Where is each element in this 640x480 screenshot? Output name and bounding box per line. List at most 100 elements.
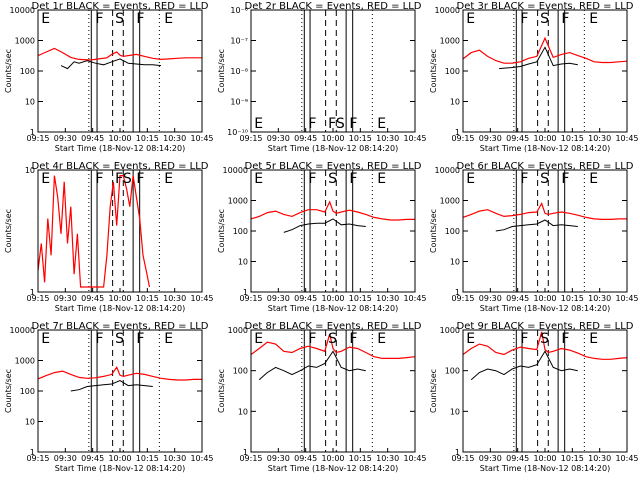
events-series-line bbox=[499, 46, 578, 70]
x-tick-label: 09:15 bbox=[451, 294, 474, 303]
interval-marker-label: F bbox=[520, 11, 528, 27]
interval-marker-label: FS bbox=[115, 171, 132, 187]
interval-marker-label: F bbox=[520, 171, 528, 187]
interval-marker-label: F bbox=[308, 331, 316, 347]
x-tick-label: 10:45 bbox=[403, 294, 426, 303]
x-tick-label: 10:00 bbox=[108, 134, 131, 143]
interval-marker-label: F bbox=[136, 331, 144, 347]
interval-marker-label: E bbox=[41, 11, 50, 27]
interval-marker-label: E bbox=[377, 171, 386, 187]
interval-marker-label: S bbox=[115, 11, 124, 27]
x-tick-label: 10:00 bbox=[321, 294, 344, 303]
interval-marker-label: S bbox=[540, 11, 549, 27]
lld-series-line bbox=[463, 202, 627, 220]
y-tick-label: 10 bbox=[450, 258, 460, 267]
x-tick-label: 09:45 bbox=[506, 134, 529, 143]
interval-marker-label: F bbox=[561, 171, 569, 187]
x-tick-label: 10:30 bbox=[163, 134, 186, 143]
x-tick-label: 10:15 bbox=[349, 454, 372, 463]
interval-marker-label: E bbox=[164, 11, 173, 27]
plot-frame bbox=[250, 9, 416, 133]
y-tick-label: 100 bbox=[20, 67, 35, 76]
y-tick-label: 10⁻⁶ bbox=[230, 6, 248, 15]
lld-series-line bbox=[38, 47, 202, 61]
x-tick-label: 10:45 bbox=[615, 134, 638, 143]
interval-marker-label: FS bbox=[328, 116, 345, 132]
x-tick-label: 10:00 bbox=[321, 454, 344, 463]
interval-marker-label: E bbox=[41, 171, 50, 187]
x-tick-label: 10:45 bbox=[403, 454, 426, 463]
x-axis-label: Start Time (18-Nov-12 08:14:20) bbox=[55, 144, 185, 153]
plot-frame bbox=[37, 169, 203, 293]
y-tick-label: 1 bbox=[455, 448, 460, 457]
chart-title: Det 5r BLACK = Events, RED = LLD bbox=[245, 161, 422, 172]
interval-marker-label: E bbox=[164, 171, 173, 187]
x-tick-label: 09:30 bbox=[54, 294, 77, 303]
interval-marker-label: E bbox=[254, 171, 263, 187]
lld-series-line bbox=[251, 200, 415, 221]
chart-title: Det 2r BLACK = Events, RED = LLD bbox=[245, 1, 422, 12]
y-tick-label: 10000 bbox=[435, 166, 460, 175]
interval-marker-label: F bbox=[95, 331, 103, 347]
lld-series-line bbox=[463, 36, 627, 64]
interval-marker-label: F bbox=[561, 331, 569, 347]
y-axis-label: Counts/sec bbox=[217, 209, 226, 253]
interval-marker-label: S bbox=[540, 331, 549, 347]
y-axis-label: Counts/sec bbox=[4, 209, 13, 253]
x-axis-label: Start Time (18-Nov-12 08:14:20) bbox=[55, 464, 185, 473]
x-tick-label: 09:15 bbox=[239, 294, 262, 303]
plot-frame bbox=[37, 9, 203, 133]
x-tick-label: 09:15 bbox=[451, 134, 474, 143]
x-tick-label: 10:00 bbox=[321, 134, 344, 143]
interval-marker-label: E bbox=[41, 331, 50, 347]
x-tick-label: 10:45 bbox=[615, 294, 638, 303]
y-tick-label: 10⁻⁷ bbox=[230, 37, 248, 46]
x-tick-label: 10:15 bbox=[561, 134, 584, 143]
x-tick-label: 09:45 bbox=[294, 134, 317, 143]
x-tick-label: 10:00 bbox=[533, 134, 556, 143]
y-tick-label: 10000 bbox=[435, 6, 460, 15]
x-tick-label: 10:00 bbox=[533, 294, 556, 303]
x-tick-label: 10:30 bbox=[376, 294, 399, 303]
interval-marker-label: E bbox=[377, 116, 386, 132]
plot-frame bbox=[462, 169, 628, 293]
y-tick-label: 100 bbox=[445, 367, 460, 376]
interval-marker-label: E bbox=[466, 331, 475, 347]
y-tick-label: 1 bbox=[30, 448, 35, 457]
events-series-line bbox=[70, 380, 153, 392]
events-series-line bbox=[60, 58, 162, 70]
y-tick-label: 1000 bbox=[440, 197, 460, 206]
y-tick-label: 10⁻⁹ bbox=[230, 98, 248, 107]
x-tick-label: 09:30 bbox=[267, 454, 290, 463]
x-tick-label: 09:15 bbox=[239, 454, 262, 463]
x-tick-label: 10:15 bbox=[349, 294, 372, 303]
x-axis-label: Start Time (18-Nov-12 08:14:20) bbox=[268, 144, 398, 153]
x-tick-label: 09:30 bbox=[479, 294, 502, 303]
y-tick-label: 1 bbox=[455, 128, 460, 137]
x-tick-label: 10:30 bbox=[588, 134, 611, 143]
y-tick-label: 10⁻⁸ bbox=[230, 67, 248, 76]
y-tick-label: 10 bbox=[25, 418, 35, 427]
interval-marker-label: E bbox=[466, 171, 475, 187]
y-tick-label: 1000 bbox=[440, 37, 460, 46]
interval-marker-label: F bbox=[308, 171, 316, 187]
chart-title: Det 9r BLACK = Events, RED = LLD bbox=[457, 321, 634, 332]
x-tick-label: 09:30 bbox=[267, 134, 290, 143]
y-tick-label: 100 bbox=[20, 387, 35, 396]
y-tick-label: 1000 bbox=[440, 326, 460, 335]
y-tick-label: 10 bbox=[450, 98, 460, 107]
y-tick-label: 1000 bbox=[15, 357, 35, 366]
x-tick-label: 10:00 bbox=[108, 454, 131, 463]
x-tick-label: 09:15 bbox=[26, 294, 49, 303]
x-tick-label: 10:00 bbox=[108, 294, 131, 303]
y-tick-label: 100 bbox=[445, 67, 460, 76]
interval-marker-label: E bbox=[254, 331, 263, 347]
events-series-line bbox=[495, 219, 578, 232]
y-tick-label: 10 bbox=[238, 407, 248, 416]
x-tick-label: 09:15 bbox=[239, 134, 262, 143]
x-tick-label: 09:30 bbox=[54, 134, 77, 143]
